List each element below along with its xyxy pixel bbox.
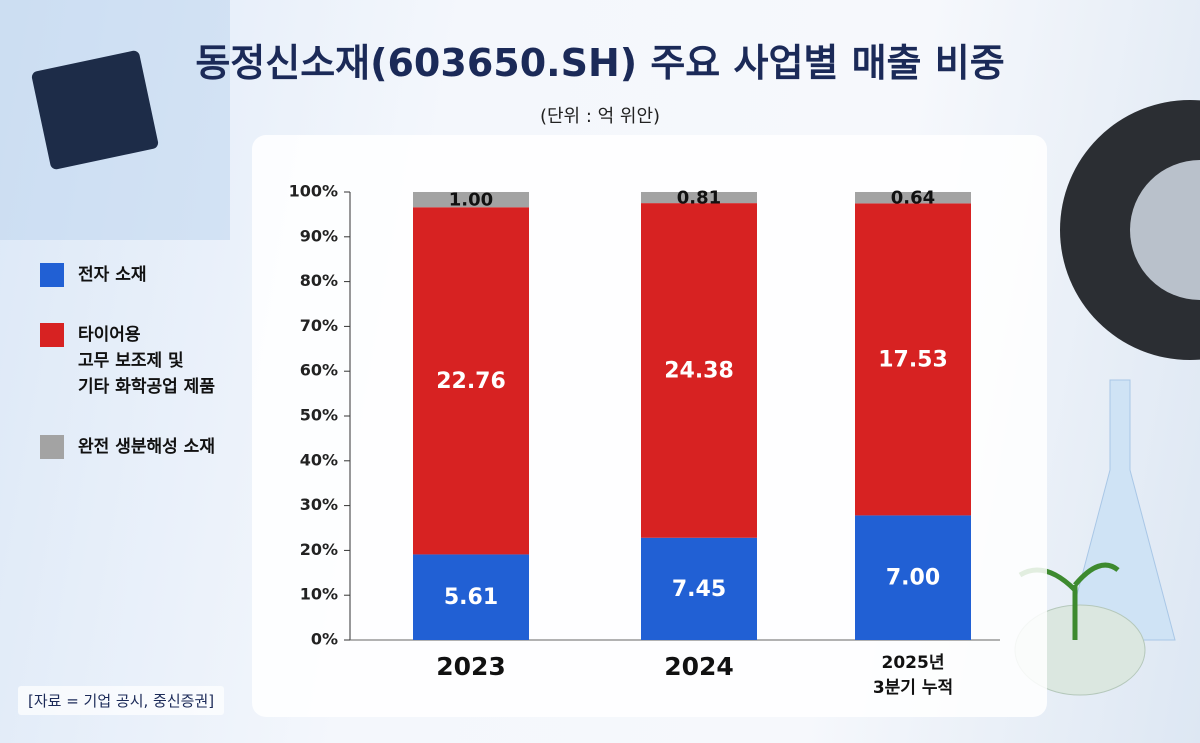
- flask: [1064, 379, 1176, 641]
- legend-label: 전자 소재: [78, 265, 147, 285]
- rim: [1130, 160, 1200, 300]
- y-tick-label: 50%: [300, 406, 338, 425]
- bar-segment: [641, 192, 757, 204]
- y-tick-label: 30%: [300, 495, 338, 514]
- legend-item: 완전 생분해성 소재: [40, 434, 215, 460]
- value-label: 17.53: [878, 347, 948, 372]
- value-label: 7.00: [886, 566, 940, 591]
- y-tick-label: 0%: [311, 630, 338, 649]
- value-label: 5.61: [444, 585, 498, 610]
- value-label: 0.81: [677, 188, 721, 209]
- y-tick-label: 10%: [300, 585, 338, 604]
- bar-segment: [413, 207, 529, 555]
- y-tick-label: 100%: [289, 182, 338, 201]
- chip: [31, 50, 159, 170]
- x-tick-label: 2024: [664, 652, 734, 681]
- value-label: 22.76: [436, 369, 506, 394]
- bar-segment: [413, 554, 529, 640]
- y-tick-label: 40%: [300, 450, 338, 469]
- bar-segment: [855, 515, 971, 640]
- chart-subtitle: (단위 : 억 위안): [539, 106, 661, 127]
- bar-segment: [855, 203, 971, 516]
- legend-label: 타이어용 고무 보조제 및 기타 화학공업 제품: [78, 325, 215, 397]
- value-label: 0.64: [891, 188, 935, 209]
- bar-segment: [413, 192, 529, 208]
- source: [자료 = 기업 공시, 중신증권]: [18, 686, 225, 715]
- chart-title: 동정신소재(603650.SH) 주요 사업별 매출 비중: [195, 41, 1005, 85]
- x-tick-label: 2025년 3분기 누적: [872, 653, 954, 698]
- bar-segment: [641, 537, 757, 640]
- value-label: 7.45: [672, 577, 726, 602]
- legend-swatch: [40, 263, 64, 287]
- legend-item: 타이어용 고무 보조제 및 기타 화학공업 제품: [40, 322, 215, 400]
- bar-segment: [641, 203, 757, 538]
- value-label: 24.38: [664, 358, 734, 383]
- legend-swatch: [40, 323, 64, 347]
- legend-swatch: [40, 435, 64, 459]
- y-tick-label: 60%: [300, 361, 338, 380]
- x-tick-label: 2023: [436, 652, 506, 681]
- y-tick-label: 20%: [300, 540, 338, 559]
- value-label: 1.00: [449, 190, 493, 211]
- bar-segment: [855, 192, 971, 204]
- y-tick-label: 70%: [300, 316, 338, 335]
- legend-label: 완전 생분해성 소재: [78, 437, 215, 457]
- y-tick-label: 90%: [300, 226, 338, 245]
- y-tick-label: 80%: [300, 271, 338, 290]
- legend-item: 전자 소재: [40, 262, 215, 288]
